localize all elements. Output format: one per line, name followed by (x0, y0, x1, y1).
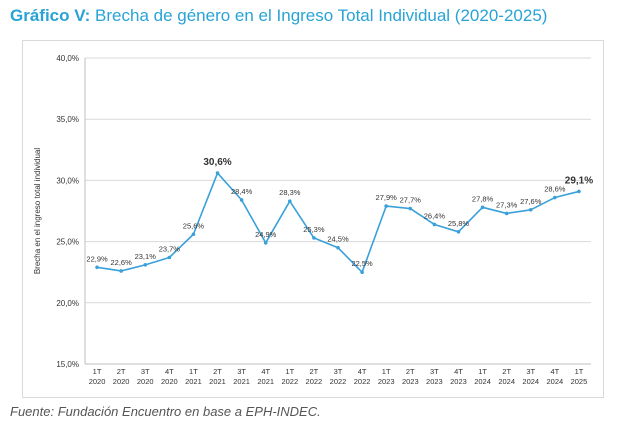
data-point (312, 236, 316, 240)
data-point (215, 171, 220, 175)
x-tick-label-year: 2024 (547, 377, 564, 386)
x-tick-label-year: 2020 (137, 377, 154, 386)
x-tick-label-year: 2021 (209, 377, 226, 386)
x-tick-label-quarter: 4T (358, 367, 367, 376)
y-tick-label: 25,0% (56, 238, 79, 247)
x-tick-label-quarter: 1T (382, 367, 391, 376)
line-chart: 15,0% 20,0% 25,0% 30,0% 35,0% 40,0% Brecha en … (33, 54, 593, 386)
data-point (143, 263, 148, 267)
data-label: 23,7% (159, 245, 181, 254)
x-tick-label-quarter: 1T (478, 367, 487, 376)
y-axis-title: Brecha en el ingreso total individual (33, 148, 42, 275)
x-tick-label-quarter: 1T (93, 367, 102, 376)
data-point (288, 199, 292, 204)
x-tick-label-quarter: 2T (213, 367, 222, 376)
x-tick-label-quarter: 4T (261, 367, 270, 376)
x-tick-label-year: 2023 (426, 377, 443, 386)
data-point (336, 245, 340, 250)
data-point (480, 205, 485, 210)
y-tick-label: 40,0% (56, 54, 79, 63)
x-tick-label-year: 2020 (89, 377, 106, 386)
chart-title-prefix: Gráfico V: (10, 6, 91, 25)
data-label: 23,1% (135, 252, 157, 261)
data-label: 30,6% (203, 157, 231, 168)
x-tick-label-year: 2023 (378, 377, 395, 386)
x-tick-label-quarter: 1T (189, 367, 198, 376)
x-tick-label-quarter: 3T (430, 367, 439, 376)
x-tick-label-year: 2024 (498, 377, 515, 386)
data-label: 25,6% (183, 221, 205, 230)
chart-title-text: Brecha de género en el Ingreso Total Ind… (95, 6, 548, 25)
data-label: 25,3% (303, 225, 325, 234)
data-point (360, 270, 364, 274)
data-point (432, 222, 437, 227)
x-tick-label-quarter: 4T (165, 367, 174, 376)
x-tick-label-year: 2025 (571, 377, 588, 386)
data-label: 22,9% (86, 254, 108, 263)
data-point (191, 232, 196, 237)
data-point (167, 255, 172, 260)
data-label: 25,8% (448, 219, 470, 228)
x-tick-label-quarter: 2T (310, 367, 319, 376)
x-tick-label-quarter: 4T (550, 367, 559, 376)
x-tick-label-year: 2022 (330, 377, 347, 386)
x-tick-label-quarter: 1T (285, 367, 294, 376)
x-tick-label-year: 2022 (281, 377, 298, 386)
data-point (577, 189, 581, 194)
x-tick-label-year: 2021 (233, 377, 250, 386)
x-tick-label-quarter: 3T (334, 367, 343, 376)
data-label: 24,9% (255, 230, 277, 239)
data-label: 27,6% (520, 197, 542, 206)
x-tick-label-year: 2022 (354, 377, 371, 386)
x-tick-label-year: 2023 (450, 377, 467, 386)
x-tick-label-year: 2024 (474, 377, 491, 386)
data-label: 27,8% (472, 194, 494, 203)
chart-title: Gráfico V: Brecha de género en el Ingres… (10, 6, 547, 26)
y-tick-label: 30,0% (56, 176, 79, 185)
chart-frame: 15,0% 20,0% 25,0% 30,0% 35,0% 40,0% Brecha en … (22, 40, 604, 398)
data-label: 22,5% (351, 259, 373, 268)
data-label: 27,3% (496, 200, 518, 209)
x-tick-label-quarter: 3T (141, 367, 150, 376)
data-label: 24,5% (327, 235, 349, 244)
data-point (263, 241, 268, 245)
data-label: 22,6% (111, 258, 133, 267)
x-tick-label-year: 2021 (257, 377, 274, 386)
x-tick-label-year: 2022 (306, 377, 323, 386)
data-label: 28,3% (279, 188, 301, 197)
x-tick-label-year: 2020 (113, 377, 130, 386)
data-point (553, 195, 557, 200)
data-point (119, 269, 123, 273)
data-point (408, 206, 413, 211)
x-tick-label-year: 2020 (161, 377, 178, 386)
x-tick-label-quarter: 3T (237, 367, 246, 376)
x-tick-label-quarter: 4T (454, 367, 463, 376)
data-point (95, 265, 99, 270)
data-point (504, 211, 509, 216)
x-tick-label-quarter: 3T (526, 367, 535, 376)
data-label: 27,9% (376, 193, 398, 202)
x-tick-label-quarter: 2T (502, 367, 511, 376)
data-label: 26,4% (424, 211, 446, 220)
data-point (528, 207, 533, 212)
data-label: 27,7% (400, 196, 422, 205)
source-note: Fuente: Fundación Encuentro en base a EP… (10, 404, 321, 419)
x-tick-label-quarter: 1T (575, 367, 584, 376)
y-tick-label: 20,0% (56, 299, 79, 308)
data-label: 28,6% (544, 185, 566, 194)
y-tick-label: 15,0% (56, 360, 79, 369)
x-tick-label-quarter: 2T (117, 367, 126, 376)
data-point (456, 230, 461, 234)
data-label: 28,4% (231, 187, 253, 196)
x-tick-label-year: 2024 (522, 377, 539, 386)
y-tick-label: 35,0% (56, 115, 79, 124)
x-tick-label-year: 2021 (185, 377, 202, 386)
x-tick-label-quarter: 2T (406, 367, 415, 376)
data-point (384, 204, 388, 208)
x-tick-label-year: 2023 (402, 377, 419, 386)
data-point (239, 198, 244, 202)
data-label: 29,1% (565, 175, 593, 186)
